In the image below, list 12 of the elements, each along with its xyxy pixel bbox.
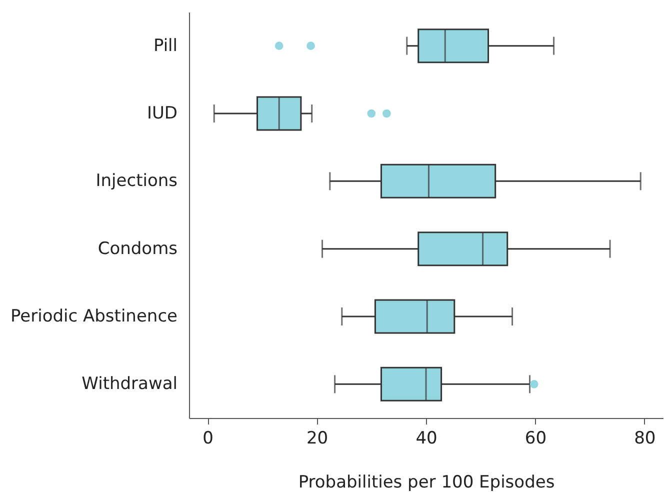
y-tick-label: Pill [153, 36, 178, 56]
y-tick-label: Condoms [98, 238, 178, 259]
x-tick-label: 0 [202, 428, 214, 448]
x-tick-label: 20 [306, 428, 328, 448]
y-tick-label: Injections [96, 171, 178, 192]
x-axis-title: Probabilities per 100 Episodes [298, 472, 555, 492]
x-tick-label: 60 [524, 428, 547, 448]
y-tick-label: Periodic Abstinence [10, 306, 178, 326]
y-tick-label: IUD [146, 104, 178, 124]
y-tick-label: Withdrawal [82, 374, 178, 394]
x-tick-label: 80 [634, 428, 656, 448]
x-tick-label: 40 [416, 428, 438, 448]
